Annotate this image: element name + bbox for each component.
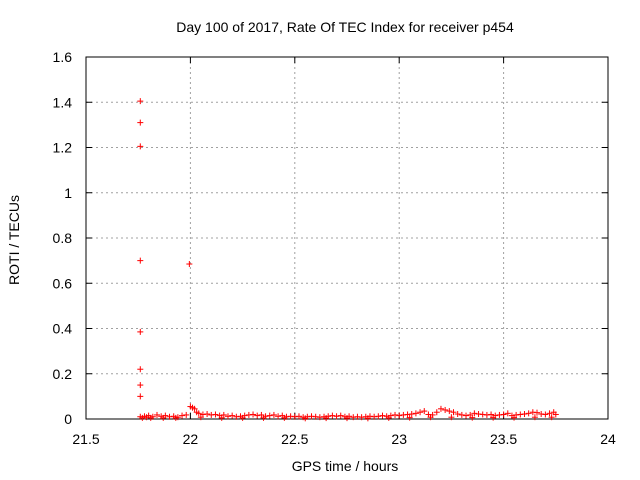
data-point	[295, 413, 302, 420]
data-point	[534, 409, 541, 416]
y-tick-label: 0.8	[53, 230, 73, 246]
axis-ticks	[85, 56, 609, 420]
data-point	[137, 98, 144, 105]
data-point	[437, 405, 444, 412]
data-point	[204, 411, 211, 418]
data-point	[179, 412, 186, 419]
y-tick-label: 0.4	[53, 321, 73, 337]
data-point	[229, 412, 236, 419]
data-point	[137, 328, 144, 335]
data-point	[137, 393, 144, 400]
data-point	[195, 410, 202, 417]
data-point	[197, 414, 204, 421]
data-point	[137, 119, 144, 126]
data-point	[218, 414, 225, 421]
y-tick-label: 0.2	[53, 366, 73, 382]
y-axis-title: ROTI / TECUs	[6, 195, 22, 285]
data-point	[531, 414, 538, 421]
data-point	[281, 414, 288, 421]
data-point	[337, 412, 344, 419]
data-point	[329, 412, 336, 419]
data-point	[552, 411, 559, 418]
x-tick-label: 22.5	[281, 431, 308, 447]
data-point	[542, 411, 549, 418]
data-point	[427, 414, 434, 421]
data-point	[270, 411, 277, 418]
data-point	[392, 411, 399, 418]
data-point	[500, 411, 507, 418]
data-point	[172, 414, 179, 421]
data-point	[191, 405, 198, 412]
data-point	[323, 415, 330, 422]
data-points	[137, 98, 559, 422]
data-point	[446, 408, 453, 415]
data-point	[364, 415, 371, 422]
y-tick-label: 0	[64, 411, 72, 427]
data-point	[406, 414, 413, 421]
y-tick-label: 1.2	[53, 140, 73, 156]
data-point	[417, 409, 424, 416]
y-tick-labels: 0 0.2 0.4 0.6 0.8 1 1.2 1.4 1.6	[53, 49, 73, 427]
data-point	[412, 410, 419, 417]
data-point	[433, 409, 440, 416]
x-tick-label: 22	[183, 431, 199, 447]
data-point	[186, 261, 193, 268]
data-point	[333, 413, 340, 420]
data-point	[212, 411, 219, 418]
grid-lines	[86, 57, 608, 419]
data-point	[490, 414, 497, 421]
data-point	[521, 411, 528, 418]
data-point	[458, 411, 465, 418]
data-point	[463, 412, 470, 419]
data-point	[546, 410, 553, 417]
data-point	[421, 408, 428, 415]
data-point	[379, 412, 386, 419]
data-point	[160, 414, 167, 421]
data-point	[224, 413, 231, 420]
data-point	[450, 409, 457, 416]
x-tick-label: 23.5	[490, 431, 517, 447]
data-point	[396, 412, 403, 419]
data-point	[239, 414, 246, 421]
data-point	[442, 406, 449, 413]
data-point	[488, 411, 495, 418]
data-point	[250, 411, 257, 418]
y-tick-label: 1.6	[53, 49, 73, 65]
data-point	[137, 366, 144, 373]
data-point	[137, 143, 144, 150]
data-point	[266, 412, 273, 419]
data-point	[254, 412, 261, 419]
data-point	[448, 414, 455, 421]
data-point	[302, 415, 309, 422]
x-tick-label: 24	[600, 431, 616, 447]
data-point	[471, 410, 478, 417]
data-point	[469, 414, 476, 421]
data-point	[344, 415, 350, 422]
x-tick-label: 21.5	[72, 431, 99, 447]
x-axis-title: GPS time / hours	[292, 458, 399, 474]
data-point	[454, 411, 461, 418]
y-tick-label: 1	[64, 185, 72, 201]
data-point	[275, 413, 282, 420]
data-point	[385, 414, 392, 421]
x-tick-label: 23	[391, 431, 407, 447]
data-point	[504, 410, 511, 417]
data-point	[137, 382, 144, 389]
data-point	[525, 410, 532, 417]
data-point	[153, 411, 160, 418]
y-tick-label: 0.6	[53, 275, 73, 291]
chart-title: Day 100 of 2017, Rate Of TEC Index for r…	[176, 19, 514, 35]
data-point	[408, 411, 415, 418]
data-point	[260, 414, 267, 421]
data-point	[137, 257, 144, 264]
data-point	[548, 414, 555, 421]
data-point	[183, 411, 190, 418]
data-point	[511, 414, 518, 421]
y-tick-label: 1.4	[53, 94, 73, 110]
x-tick-labels: 21.5 22 22.5 23 23.5 24	[72, 431, 616, 447]
data-point	[375, 413, 382, 420]
data-point	[147, 414, 154, 421]
